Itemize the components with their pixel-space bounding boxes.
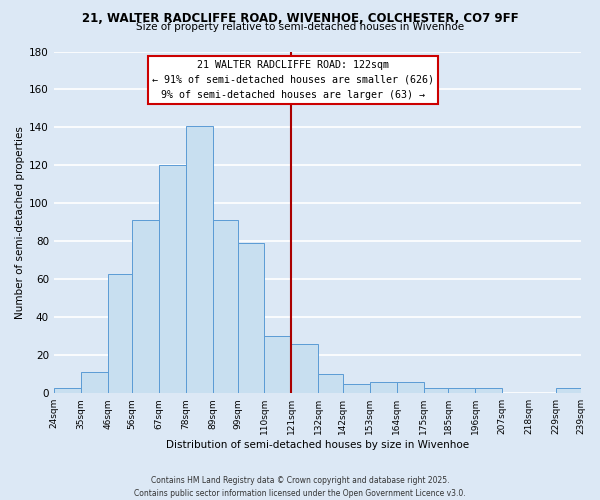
Bar bbox=[397, 382, 424, 393]
Bar bbox=[319, 374, 343, 393]
Bar bbox=[475, 388, 502, 393]
Bar bbox=[54, 388, 81, 393]
Bar bbox=[265, 336, 292, 393]
Y-axis label: Number of semi-detached properties: Number of semi-detached properties bbox=[15, 126, 25, 319]
Bar bbox=[81, 372, 107, 393]
Text: Size of property relative to semi-detached houses in Wivenhoe: Size of property relative to semi-detach… bbox=[136, 22, 464, 32]
Text: 21 WALTER RADCLIFFE ROAD: 122sqm
← 91% of semi-detached houses are smaller (626): 21 WALTER RADCLIFFE ROAD: 122sqm ← 91% o… bbox=[152, 60, 434, 100]
Bar bbox=[448, 388, 475, 393]
Bar bbox=[107, 274, 132, 393]
Bar bbox=[186, 126, 213, 393]
X-axis label: Distribution of semi-detached houses by size in Wivenhoe: Distribution of semi-detached houses by … bbox=[166, 440, 469, 450]
Bar bbox=[238, 243, 265, 393]
Text: Contains HM Land Registry data © Crown copyright and database right 2025.
Contai: Contains HM Land Registry data © Crown c… bbox=[134, 476, 466, 498]
Bar bbox=[343, 384, 370, 393]
Bar bbox=[292, 344, 319, 393]
Bar bbox=[556, 388, 581, 393]
Bar bbox=[370, 382, 397, 393]
Text: 21, WALTER RADCLIFFE ROAD, WIVENHOE, COLCHESTER, CO7 9FF: 21, WALTER RADCLIFFE ROAD, WIVENHOE, COL… bbox=[82, 12, 518, 26]
Bar bbox=[424, 388, 448, 393]
Bar bbox=[213, 220, 238, 393]
Bar bbox=[159, 166, 186, 393]
Bar bbox=[132, 220, 159, 393]
